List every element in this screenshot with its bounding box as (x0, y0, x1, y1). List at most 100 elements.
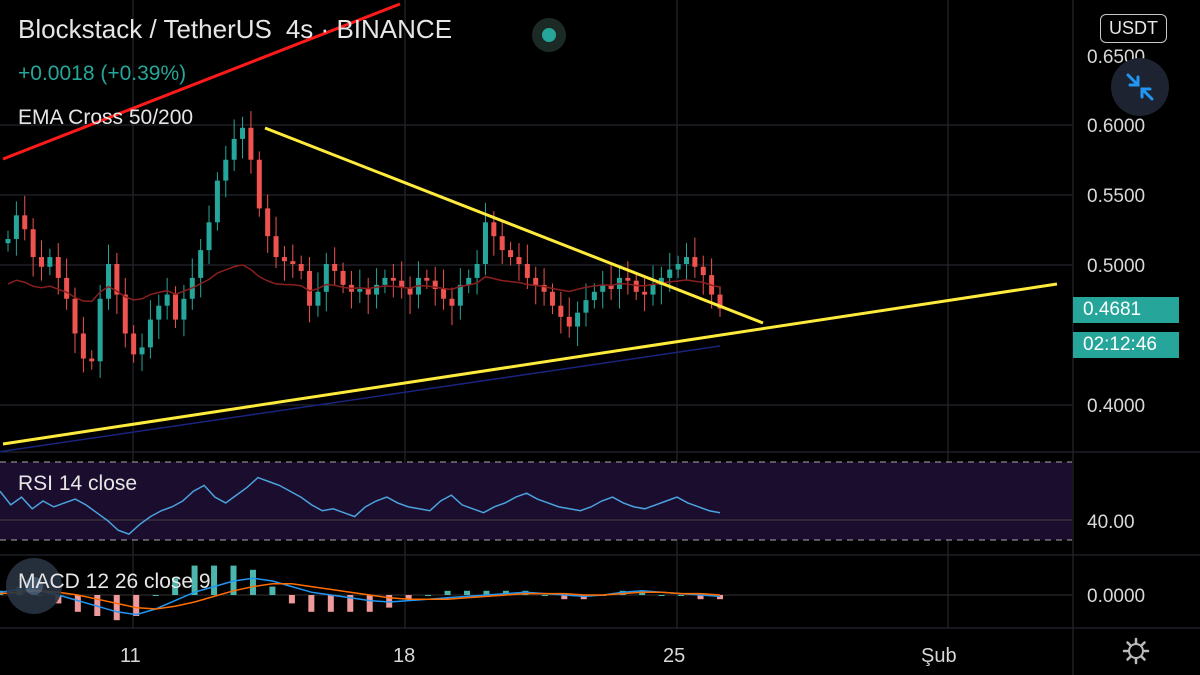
symbol-title[interactable]: Blockstack / TetherUS (18, 14, 272, 44)
candle-body (47, 257, 53, 267)
price-tick-label: 0.5500 (1087, 186, 1145, 207)
candle-body (658, 277, 664, 285)
macd-histogram-bar (308, 595, 315, 612)
candle-body (625, 277, 631, 281)
candle-body (290, 261, 296, 264)
candle-body (223, 159, 229, 181)
candle-body (432, 280, 438, 290)
resistance-trendline (264, 126, 764, 325)
rsi-indicator-label[interactable]: RSI 14 close (18, 472, 138, 495)
candle-body (248, 127, 254, 160)
candle-body (198, 250, 204, 278)
macd-histogram-bar (405, 595, 412, 600)
candle-body (441, 289, 447, 299)
macd-tick-label: 0.0000 (1087, 586, 1145, 607)
candle-body (97, 298, 103, 362)
candle-body (600, 284, 606, 292)
candle-body (382, 277, 388, 285)
macd-histogram-bar (697, 595, 704, 600)
candle-body (164, 294, 170, 306)
interval-label[interactable]: 4s (285, 14, 314, 44)
time-tick-label: 25 (663, 645, 685, 667)
candle-body (457, 284, 463, 306)
candle-body (39, 257, 45, 267)
candle-body (72, 298, 78, 334)
candle-body (642, 291, 648, 295)
macd-histogram-bar (249, 569, 256, 595)
candle-body (541, 284, 547, 292)
ema-indicator-label[interactable]: EMA Cross 50/200 (18, 106, 194, 129)
candle-body (650, 284, 656, 295)
candle-body (675, 264, 681, 270)
candle-body (566, 316, 572, 327)
candle-body (608, 284, 614, 290)
time-tick-label: 11 (120, 645, 141, 667)
gear-icon[interactable] (1122, 637, 1150, 670)
macd-histogram-bar (717, 595, 723, 600)
candle-body (474, 264, 480, 278)
currency-unit-button[interactable]: USDT (1100, 14, 1167, 43)
candle-body (667, 269, 673, 278)
candle-body (315, 291, 321, 306)
candle-body (131, 333, 137, 355)
candle-body (692, 257, 698, 267)
candle-body (139, 347, 145, 355)
candle-body (30, 229, 36, 258)
macd-histogram-bar (327, 595, 334, 612)
separator: · (320, 14, 330, 44)
macd-histogram-bar (74, 595, 81, 612)
candle-body (80, 333, 86, 359)
candle-body (365, 289, 371, 295)
candle-body (340, 270, 346, 285)
macd-histogram-bar (172, 578, 179, 595)
candle-body (273, 236, 279, 258)
macd-histogram-bar (464, 590, 471, 595)
candle-body (156, 305, 162, 320)
support-trendline (2, 282, 1058, 446)
candle-body (424, 277, 430, 281)
price-change: +0.0018 (+0.39%) (18, 62, 187, 85)
macd-histogram-bar (444, 590, 451, 595)
candle-body (508, 250, 514, 258)
time-tick-label: 18 (393, 645, 415, 667)
exchange-label: BINANCE (336, 14, 453, 44)
collapse-arrows-icon[interactable] (1111, 58, 1169, 116)
time-tick-label: Şub (921, 645, 957, 667)
candle-body (106, 264, 112, 299)
rsi-band (0, 462, 1072, 540)
countdown-tag: 02:12:46 (1073, 332, 1179, 358)
chart-header: Blockstack / TetherUS 4s · BINANCE (18, 14, 452, 45)
candle-body (549, 291, 555, 306)
pane-toggle-icon[interactable] (6, 558, 62, 614)
macd-histogram-bar (425, 595, 432, 596)
signal-line (0, 583, 721, 610)
candle-body (64, 277, 70, 299)
candle-body (591, 291, 597, 301)
candle-body (524, 264, 530, 278)
candle-body (206, 222, 212, 251)
candle-body (449, 298, 455, 306)
candle-body (147, 319, 153, 348)
macd-histogram-bar (211, 565, 218, 595)
candle-body (700, 266, 706, 276)
candle-body (717, 294, 723, 309)
candle-body (281, 257, 287, 262)
candle-body (13, 215, 19, 239)
rsi-tick-label: 40.00 (1087, 512, 1135, 533)
ema50-line (7, 264, 721, 303)
candle-body (407, 287, 413, 295)
candle-body (558, 305, 564, 317)
candle-body (256, 159, 262, 209)
macd-histogram-bar (288, 595, 295, 604)
candle-body (5, 238, 11, 244)
macd-indicator-label[interactable]: MACD 12 26 close 9 (18, 570, 211, 593)
macd-histogram-bar (366, 595, 373, 612)
candle-body (240, 127, 246, 139)
candle-body (499, 236, 505, 251)
live-dot-icon[interactable] (532, 18, 566, 52)
candle-body (122, 294, 128, 334)
ema200-line (0, 345, 721, 453)
candle-body (399, 280, 405, 288)
price-tick-label: 0.4000 (1087, 396, 1145, 417)
